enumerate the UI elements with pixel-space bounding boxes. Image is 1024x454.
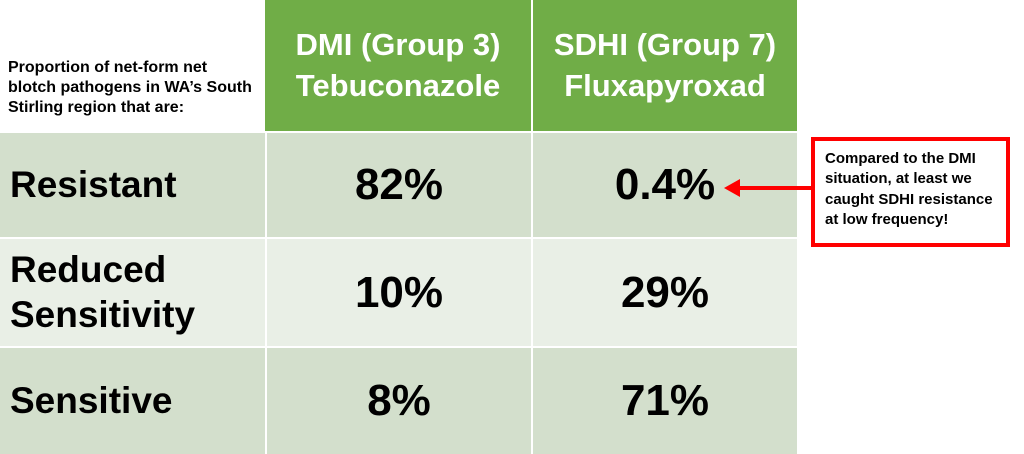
cell-value: 10% [267, 239, 531, 346]
row-label: Reduced Sensitivity [0, 239, 265, 346]
arrow [724, 179, 812, 197]
cell-value: 0.4% [533, 133, 797, 237]
corner-text: Proportion of net-form net blotch pathog… [8, 59, 252, 116]
callout: Compared to the DMI situation, at least … [811, 137, 1010, 247]
cell-value: 29% [533, 239, 797, 346]
row-label: Resistant [0, 133, 265, 237]
column-header: SDHI (Group 7) Fluxapyroxad [533, 0, 797, 131]
cell-value: 71% [533, 348, 797, 454]
row-label: Sensitive [0, 348, 265, 454]
column-header: DMI (Group 3) Tebuconazole [265, 0, 531, 131]
cell-value: 82% [267, 133, 531, 237]
cell-value: 8% [267, 348, 531, 454]
